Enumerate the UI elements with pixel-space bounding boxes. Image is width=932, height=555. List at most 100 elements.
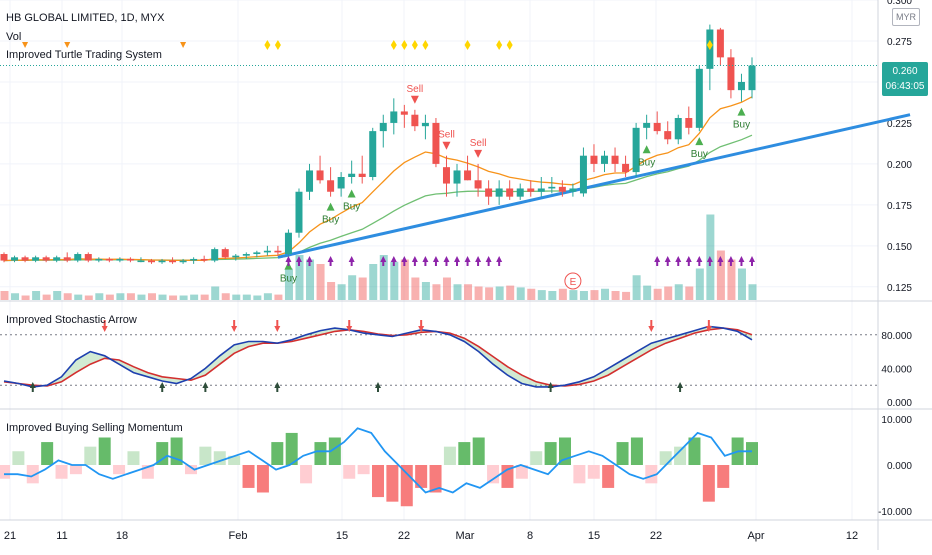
- volume-bar: [421, 282, 430, 300]
- volume-bar: [179, 295, 188, 300]
- volume-arrow-marker: [738, 256, 745, 266]
- momentum-bar: [156, 442, 169, 465]
- candle-body: [284, 232, 292, 255]
- candle-body: [211, 249, 219, 261]
- volume-bar: [126, 293, 135, 300]
- momentum-bar: [69, 465, 82, 475]
- time-axis-label[interactable]: 11: [56, 530, 67, 542]
- buy-arrow: [737, 107, 746, 116]
- stochastic-buy-arrow: [159, 382, 166, 392]
- time-axis-label[interactable]: 22: [398, 530, 410, 542]
- top-arrow-marker: [64, 42, 71, 48]
- candle-body: [622, 163, 630, 173]
- candle-body: [432, 122, 440, 164]
- candle-body: [147, 260, 155, 263]
- time-axis-label[interactable]: Apr: [747, 530, 764, 542]
- volume-arrow-marker: [390, 256, 397, 266]
- momentum-bar: [357, 465, 370, 475]
- momentum-bar: [314, 442, 327, 465]
- time-axis-label[interactable]: Mar: [456, 530, 475, 542]
- price-axis-tick: 0.200: [887, 160, 912, 171]
- stochastic-buy-arrow: [274, 382, 281, 392]
- time-axis-label[interactable]: 15: [588, 530, 600, 542]
- momentum-bar: [199, 446, 212, 465]
- time-axis-label[interactable]: Feb: [229, 530, 248, 542]
- volume-arrow-marker: [401, 256, 408, 266]
- momentum-bar: [429, 465, 442, 493]
- momentum-bar: [630, 437, 643, 465]
- candle-body: [327, 180, 335, 192]
- volume-bar: [369, 264, 378, 300]
- momentum-panel-title[interactable]: Improved Buying Selling Momentum: [6, 422, 183, 434]
- momentum-bar: [343, 465, 356, 479]
- volume-bar: [611, 291, 620, 300]
- currency-button[interactable]: MYR: [892, 8, 920, 26]
- candle-body: [516, 188, 524, 197]
- volume-bar: [358, 277, 367, 300]
- candle-body: [558, 186, 566, 192]
- volume-bar: [221, 293, 230, 300]
- buy-signal-label: Buy: [638, 157, 655, 168]
- turtle-indicator-label[interactable]: Improved Turtle Trading System: [6, 49, 162, 61]
- buy-arrow: [326, 202, 335, 211]
- momentum-bar: [228, 455, 241, 465]
- stochastic-panel-title[interactable]: Improved Stochastic Arrow: [6, 314, 137, 326]
- candle-body: [274, 250, 282, 253]
- momentum-bar: [98, 437, 111, 465]
- candle-body: [0, 254, 8, 261]
- candle-body: [579, 155, 587, 194]
- buy-arrow: [347, 189, 356, 198]
- earnings-label: E: [570, 277, 577, 288]
- stochastic-sell-arrow: [705, 320, 712, 332]
- candle-body: [105, 258, 113, 261]
- time-axis-label[interactable]: 8: [527, 530, 533, 542]
- momentum-bar: [12, 451, 25, 465]
- buy-signal-label: Buy: [691, 149, 708, 160]
- buy-signal-label: Buy: [343, 202, 360, 213]
- symbol-title[interactable]: HB GLOBAL LIMITED, 1D, MYX: [6, 12, 165, 24]
- time-axis-label[interactable]: 12: [846, 530, 858, 542]
- diamond-marker: [401, 40, 408, 50]
- volume-arrow-marker: [380, 256, 387, 266]
- time-axis-label[interactable]: 21: [4, 530, 16, 542]
- momentum-bar: [530, 451, 543, 465]
- candle-body: [11, 257, 19, 261]
- volume-bar: [411, 277, 420, 300]
- candle-body: [32, 257, 40, 261]
- slow-moving-average-line: [3, 134, 753, 262]
- volume-bar: [63, 293, 72, 300]
- time-axis-label[interactable]: 15: [336, 530, 348, 542]
- momentum-bar: [26, 465, 39, 484]
- candle-body: [242, 254, 250, 256]
- volume-bar: [516, 287, 525, 300]
- candle-body: [537, 188, 545, 192]
- candle-body: [306, 170, 314, 192]
- time-axis-label[interactable]: 18: [116, 530, 128, 542]
- price-axis-tick: 0.150: [887, 242, 912, 253]
- volume-label[interactable]: Vol: [6, 31, 22, 43]
- volume-bar: [306, 259, 315, 300]
- price-axis-tick: 0.125: [887, 283, 912, 294]
- volume-bar: [569, 290, 578, 300]
- diamond-marker: [506, 40, 513, 50]
- volume-bar: [263, 293, 272, 300]
- bar-countdown: 06:43:05: [885, 81, 925, 92]
- time-axis-label[interactable]: 22: [650, 530, 662, 542]
- candle-body: [400, 111, 408, 115]
- momentum-bar: [328, 437, 341, 465]
- candle-body: [685, 118, 693, 128]
- momentum-axis-tick: 10.000: [881, 415, 912, 426]
- diamond-marker: [422, 40, 429, 50]
- candle-body: [200, 258, 208, 261]
- volume-bar: [495, 286, 504, 300]
- buy-signal-label: Buy: [733, 120, 750, 131]
- momentum-bar: [472, 437, 485, 465]
- volume-bar: [21, 295, 30, 300]
- stochastic-buy-arrow: [677, 382, 684, 392]
- stochastic-sell-arrow: [231, 320, 238, 332]
- candle-body: [737, 81, 745, 91]
- candle-series: [0, 24, 756, 264]
- candle-body: [126, 258, 134, 261]
